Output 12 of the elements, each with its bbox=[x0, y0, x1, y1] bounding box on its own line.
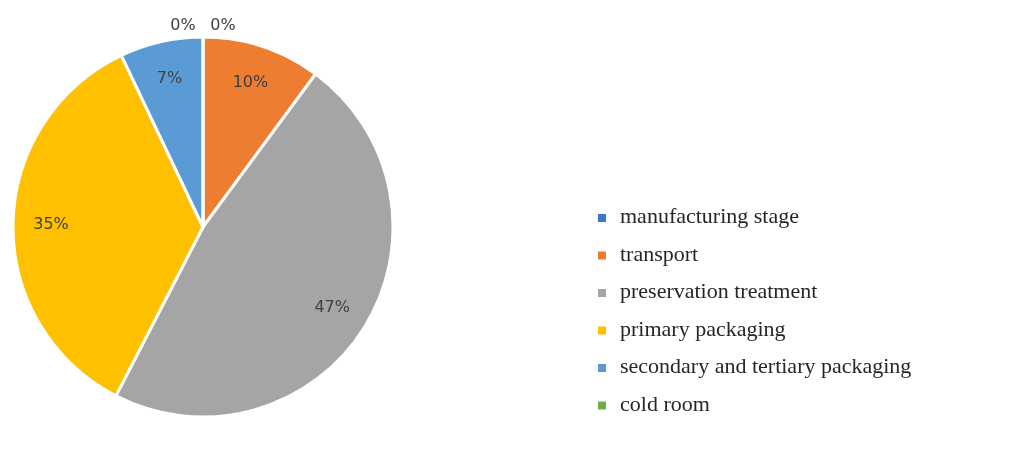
data-label: 35% bbox=[33, 214, 69, 234]
data-label: 10% bbox=[232, 72, 269, 92]
text: 0% bbox=[210, 14, 236, 34]
legend-label: cold room bbox=[620, 390, 710, 416]
legend-label: preservation treatment bbox=[620, 278, 818, 304]
legend-label: primary packaging bbox=[620, 315, 786, 341]
text: 0% bbox=[170, 14, 196, 34]
data-label: 7% bbox=[156, 68, 183, 88]
legend-label: manufacturing stage bbox=[620, 203, 799, 229]
legend-label: transport bbox=[620, 240, 699, 266]
data-label: 47% bbox=[314, 296, 350, 316]
legend-label: secondary and tertiary packaging bbox=[620, 353, 912, 379]
